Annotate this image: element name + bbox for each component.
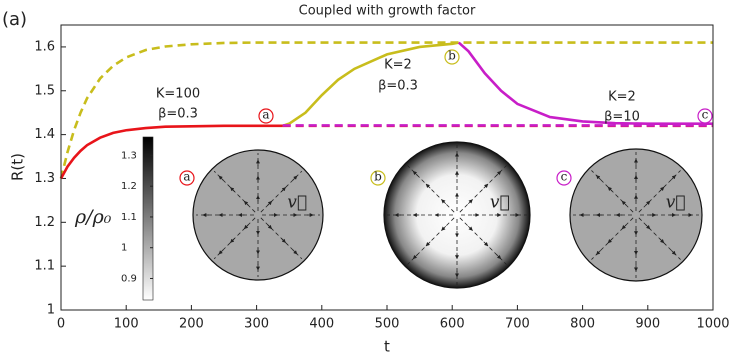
annotation: K=100 [156,87,200,102]
flow-arrowhead [671,250,676,255]
flow-arrowhead [659,186,665,192]
y-tick-label: 1.2 [34,215,55,230]
flow-arrowhead [596,250,601,255]
vector-label: v⃗ [666,193,686,213]
flow-arrowhead [671,175,676,180]
flow-arrowhead [483,241,489,247]
line-series [59,41,713,179]
annotation: K=2 [608,90,636,105]
inset-disk [192,149,324,281]
flow-arrowhead [267,224,273,230]
flow-arrow [407,217,455,265]
flow-arrowhead [659,238,665,244]
inset-marker: c [561,170,568,184]
x-tick-label: 300 [244,317,269,332]
flow-arrow [459,217,507,265]
flow-arrowhead [243,224,249,230]
x-tick-label: 200 [179,317,204,332]
flow-arrowhead [645,200,651,206]
colorbar-tick-label: 0.9 [121,273,137,284]
flow-arrowhead [496,254,502,260]
flow-arrowhead [467,199,473,205]
colorbar [142,136,154,301]
y-tick-label: 1.6 [34,39,55,54]
plot-frame [60,24,714,311]
curve-marker: c [702,108,709,122]
flow-arrowhead [596,175,601,180]
colorbar-tick-label: 1.2 [121,181,137,192]
flow-arrowhead [412,170,418,176]
vector-label: v⃗ [287,193,307,213]
y-tick-label: 1 [47,303,55,318]
annotation: β=0.3 [158,107,198,122]
flow-arrowhead [607,186,613,192]
inset-disk [383,141,531,289]
x-tick-label: 600 [440,317,465,332]
vector-label: v⃗ [490,193,510,213]
x-tick-label: 700 [505,317,530,332]
y-tick-label: 1.5 [34,83,55,98]
flow-arrowhead [243,200,249,206]
colorbar-label: ρ/ρ₀ [74,206,112,228]
flow-arrowhead [607,238,613,244]
colorbar-tick-label: 1.3 [121,150,137,161]
x-tick-label: 800 [570,317,595,332]
chart-title: Coupled with growth factor [299,4,476,19]
flow-arrowhead [425,241,431,247]
y-tick-label: 1.3 [34,171,55,186]
x-tick-label: 1000 [696,317,729,332]
flow-arrow [459,165,507,213]
colorbar-tick-label: 1.1 [121,212,137,223]
x-tick-label: 100 [114,317,139,332]
flow-arrowhead [218,249,224,255]
y-axis-label: R(t) [9,153,27,181]
flow-arrowhead [483,183,489,189]
flow-arrowhead [425,183,431,189]
inset-marker-ring [370,170,386,186]
flow-arrowhead [467,225,473,231]
annotation: β=0.3 [378,79,418,94]
inset-marker: a [183,170,190,184]
flow-arrowhead [621,224,627,230]
flow-arrowhead [230,238,235,243]
inset-marker: b [374,170,382,184]
curve-marker: a [262,108,269,122]
curve-marker-ring [697,108,713,124]
flow-arrowhead [496,170,502,176]
flow-arrowhead [441,199,447,205]
line-series [457,41,713,125]
flow-arrowhead [645,224,651,230]
y-tick-label: 1.1 [34,259,55,274]
flow-arrowhead [292,175,298,181]
flow-arrowhead [281,238,286,243]
flow-arrow [407,165,455,213]
flow-arrowhead [441,225,447,231]
flow-arrowhead [281,187,286,192]
flow-arrowhead [230,187,235,192]
curve-marker-ring [258,108,274,124]
colorbar-tick-label: 1 [121,243,127,254]
x-tick-label: 500 [375,317,400,332]
x-axis-label: t [384,338,390,356]
flow-arrowhead [412,254,418,260]
panel-label: (a) [2,9,27,30]
annotation: K=2 [384,58,412,73]
curve-marker: b [448,49,456,63]
annotation: β=10 [604,110,640,125]
line-series [59,124,283,180]
flow-arrowhead [267,200,273,206]
x-tick-label: 900 [635,317,660,332]
flow-arrowhead [292,249,298,255]
x-tick-label: 0 [57,317,65,332]
line-series [282,41,459,128]
curve-marker-ring [444,49,460,65]
inset-marker-ring [179,170,195,186]
flow-arrowhead [621,200,627,206]
x-tick-label: 400 [309,317,334,332]
y-tick-label: 1.4 [34,127,55,142]
inset-marker-ring [556,170,572,186]
flow-arrowhead [218,175,224,181]
